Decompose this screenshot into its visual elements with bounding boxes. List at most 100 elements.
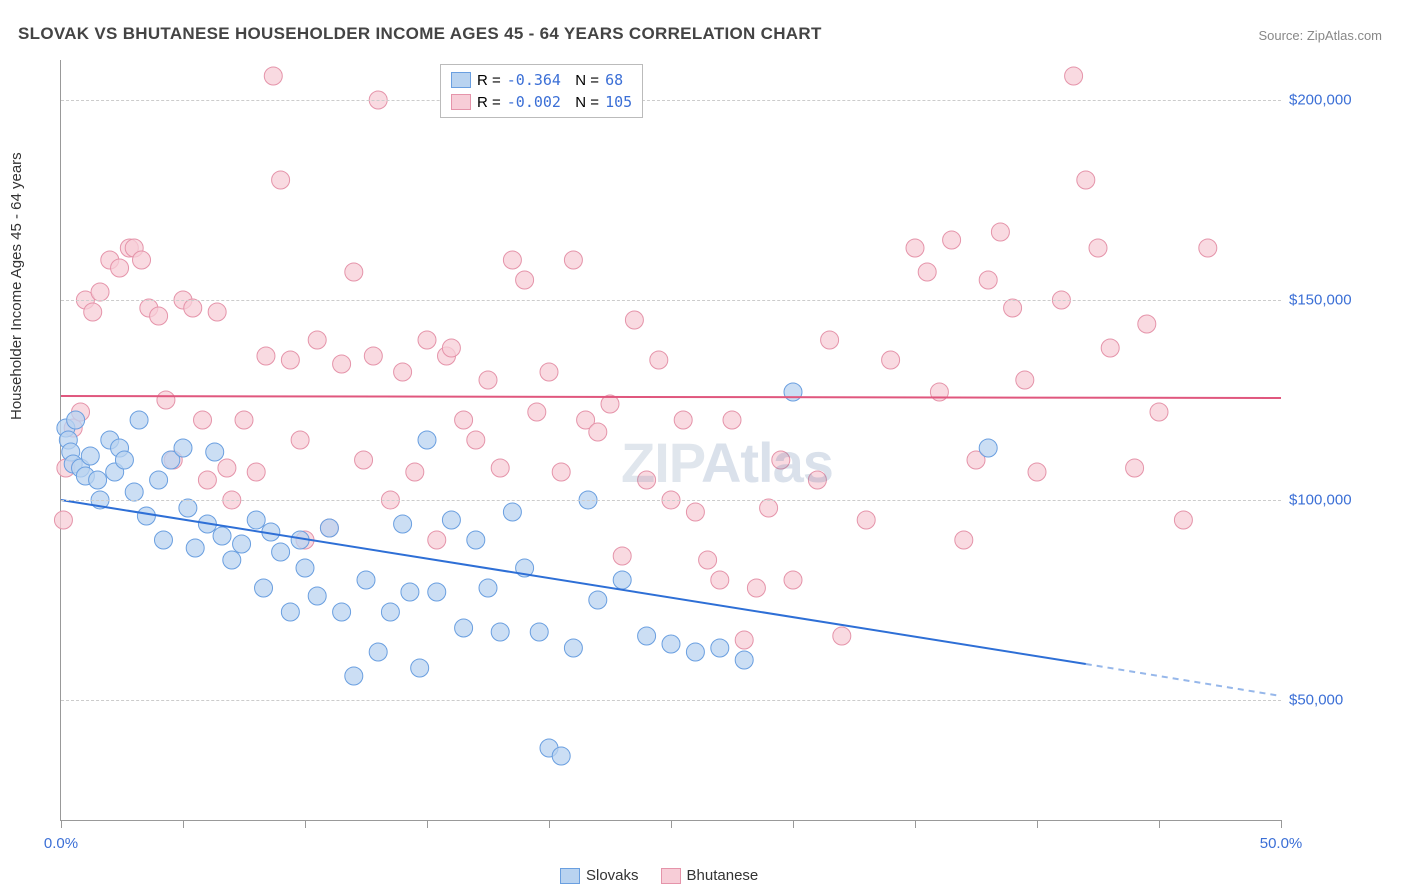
point-bhutanese (857, 511, 875, 529)
point-slovaks (530, 623, 548, 641)
y-axis-label: Householder Income Ages 45 - 64 years (8, 152, 25, 420)
point-bhutanese (479, 371, 497, 389)
point-slovaks (81, 447, 99, 465)
plot-area: ZIPAtlas $50,000$100,000$150,000$200,000… (60, 60, 1281, 821)
point-bhutanese (918, 263, 936, 281)
x-tick (61, 820, 62, 828)
point-bhutanese (1077, 171, 1095, 189)
point-bhutanese (772, 451, 790, 469)
point-slovaks (662, 635, 680, 653)
point-bhutanese (516, 271, 534, 289)
point-bhutanese (699, 551, 717, 569)
point-bhutanese (1199, 239, 1217, 257)
point-bhutanese (157, 391, 175, 409)
point-slovaks (369, 643, 387, 661)
point-bhutanese (674, 411, 692, 429)
point-bhutanese (467, 431, 485, 449)
point-slovaks (638, 627, 656, 645)
point-slovaks (137, 507, 155, 525)
point-slovaks (320, 519, 338, 537)
point-bhutanese (91, 283, 109, 301)
point-bhutanese (552, 463, 570, 481)
point-bhutanese (943, 231, 961, 249)
point-slovaks (979, 439, 997, 457)
point-slovaks (428, 583, 446, 601)
point-slovaks (345, 667, 363, 685)
point-bhutanese (364, 347, 382, 365)
legend-n-value-slovaks: 68 (605, 71, 623, 89)
point-slovaks (394, 515, 412, 533)
point-bhutanese (625, 311, 643, 329)
swatch-slovaks (560, 868, 580, 884)
x-tick (671, 820, 672, 828)
point-bhutanese (1016, 371, 1034, 389)
point-slovaks (296, 559, 314, 577)
point-bhutanese (428, 531, 446, 549)
point-slovaks (467, 531, 485, 549)
legend-n-label: N = (567, 94, 599, 111)
x-tick-label: 50.0% (1260, 835, 1303, 852)
point-bhutanese (394, 363, 412, 381)
point-bhutanese (235, 411, 253, 429)
trendline-dash-slovaks (1086, 664, 1281, 696)
point-bhutanese (291, 431, 309, 449)
point-slovaks (154, 531, 172, 549)
point-slovaks (491, 623, 509, 641)
point-bhutanese (84, 303, 102, 321)
point-slovaks (401, 583, 419, 601)
point-slovaks (479, 579, 497, 597)
point-slovaks (503, 503, 521, 521)
point-bhutanese (1174, 511, 1192, 529)
point-bhutanese (1065, 67, 1083, 85)
point-bhutanese (418, 331, 436, 349)
point-bhutanese (991, 223, 1009, 241)
point-bhutanese (184, 299, 202, 317)
point-bhutanese (272, 171, 290, 189)
point-bhutanese (1089, 239, 1107, 257)
point-slovaks (357, 571, 375, 589)
point-bhutanese (54, 511, 72, 529)
point-slovaks (552, 747, 570, 765)
point-slovaks (130, 411, 148, 429)
gridline (61, 700, 1281, 701)
point-slovaks (281, 603, 299, 621)
legend-n-value-bhutanese: 105 (605, 93, 632, 111)
point-slovaks (150, 471, 168, 489)
point-slovaks (381, 603, 399, 621)
point-slovaks (442, 511, 460, 529)
point-slovaks (89, 471, 107, 489)
swatch-bhutanese (451, 94, 471, 110)
point-bhutanese (686, 503, 704, 521)
point-slovaks (686, 643, 704, 661)
point-bhutanese (1028, 463, 1046, 481)
x-tick (1159, 820, 1160, 828)
point-bhutanese (455, 411, 473, 429)
point-bhutanese (955, 531, 973, 549)
correlation-legend: R = -0.364 N = 68 R = -0.002 N = 105 (440, 64, 643, 118)
point-bhutanese (264, 67, 282, 85)
x-tick (549, 820, 550, 828)
point-slovaks (179, 499, 197, 517)
point-bhutanese (281, 351, 299, 369)
swatch-bhutanese (661, 868, 681, 884)
point-bhutanese (979, 271, 997, 289)
x-tick (1037, 820, 1038, 828)
point-bhutanese (711, 571, 729, 589)
point-slovaks (186, 539, 204, 557)
point-bhutanese (747, 579, 765, 597)
point-slovaks (589, 591, 607, 609)
legend-row-slovaks: R = -0.364 N = 68 (451, 69, 632, 91)
point-bhutanese (613, 547, 631, 565)
point-bhutanese (1126, 459, 1144, 477)
bottom-legend-slovaks: Slovaks (560, 867, 639, 884)
gridline (61, 300, 1281, 301)
point-bhutanese (442, 339, 460, 357)
point-slovaks (67, 411, 85, 429)
point-bhutanese (735, 631, 753, 649)
point-bhutanese (906, 239, 924, 257)
point-bhutanese (760, 499, 778, 517)
point-slovaks (206, 443, 224, 461)
point-slovaks (735, 651, 753, 669)
point-bhutanese (150, 307, 168, 325)
y-tick-label: $50,000 (1289, 692, 1343, 709)
